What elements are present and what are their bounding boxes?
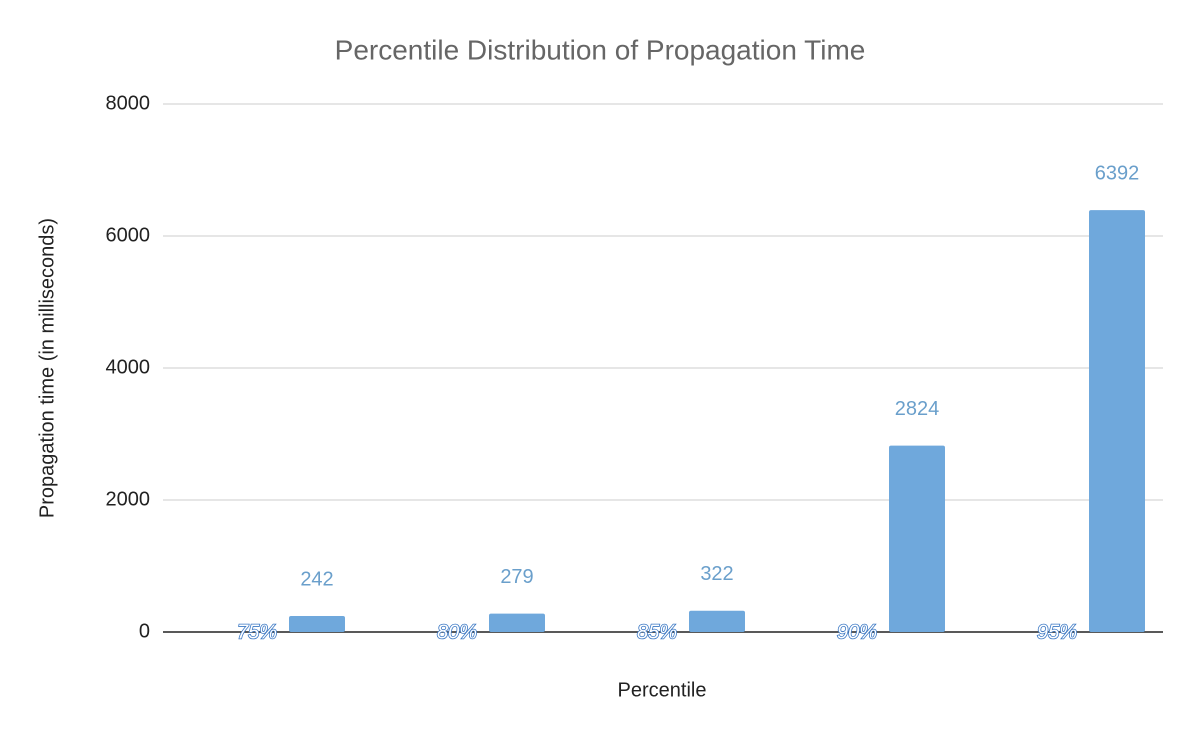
data-label: 6392 — [1095, 162, 1140, 184]
y-tick-label: 4000 — [106, 356, 151, 378]
bar — [489, 613, 545, 632]
x-tick-label: 75% — [237, 621, 277, 643]
x-tick-label: 85% — [637, 621, 677, 643]
y-tick-label: 0 — [139, 620, 150, 642]
data-label: 322 — [700, 563, 733, 585]
x-axis-label: Percentile — [618, 679, 707, 701]
y-axis-label: Propagation time (in milliseconds) — [36, 218, 58, 518]
x-tick-label: 95% — [1037, 621, 1077, 643]
y-tick-label: 8000 — [106, 92, 151, 114]
y-tick-label: 2000 — [106, 488, 151, 510]
data-label: 279 — [500, 566, 533, 588]
chart-title: Percentile Distribution of Propagation T… — [335, 34, 866, 65]
data-label: 2824 — [895, 398, 940, 420]
bar — [1089, 210, 1145, 633]
bar — [889, 445, 945, 632]
y-tick-label: 6000 — [106, 224, 151, 246]
data-label: 242 — [300, 568, 333, 590]
x-tick-label: 80% — [437, 621, 477, 643]
bar — [689, 610, 745, 632]
bar — [289, 616, 345, 632]
x-tick-label: 90% — [837, 621, 877, 643]
